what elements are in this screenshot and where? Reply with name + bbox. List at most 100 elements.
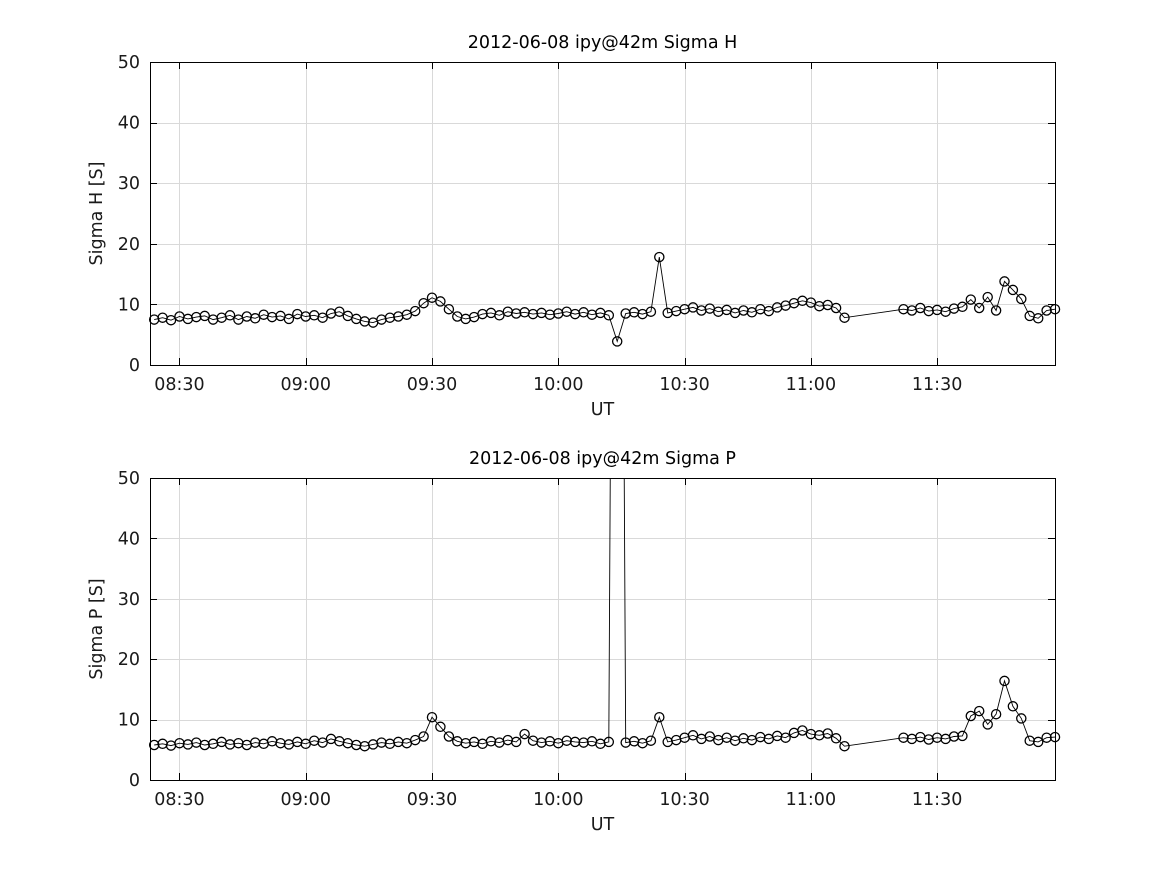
data-marker xyxy=(561,735,572,746)
data-marker xyxy=(435,721,446,733)
data-marker xyxy=(519,728,530,740)
x-tick-label: 10:30 xyxy=(659,375,709,395)
x-tick-label: 11:00 xyxy=(786,375,836,395)
data-marker xyxy=(578,737,589,748)
data-marker xyxy=(990,708,1002,720)
chart-sigma-p: 0 10 20 30 40 50 08:30 09:00 09:30 10:00 10:30 11:0… xyxy=(87,449,1061,835)
x-axis-label: UT xyxy=(591,815,615,835)
chart-sigma-h: 0 10 20 30 40 50 08:30 09:00 09:30 10:00 10:30 11:0… xyxy=(87,33,1061,420)
data-marker xyxy=(898,732,909,743)
y-tick-label: 0 xyxy=(129,356,140,376)
y-axis-label: Sigma P [S] xyxy=(87,578,107,679)
data-marker xyxy=(620,737,631,748)
data-marker xyxy=(763,305,775,317)
data-marker xyxy=(191,311,202,323)
y-tick-label: 0 xyxy=(129,771,140,791)
data-series xyxy=(148,478,1061,752)
x-tick-label: 11:00 xyxy=(786,790,836,810)
series-line xyxy=(154,478,1056,747)
data-marker xyxy=(1041,305,1052,316)
data-marker xyxy=(814,300,825,312)
data-marker xyxy=(990,305,1002,316)
data-marker xyxy=(426,711,438,723)
data-marker xyxy=(957,301,968,313)
data-marker xyxy=(174,737,185,749)
data-marker xyxy=(443,303,455,315)
data-series xyxy=(148,251,1061,347)
y-tick-label: 50 xyxy=(118,469,140,489)
data-marker xyxy=(982,291,993,303)
data-marker xyxy=(426,292,438,303)
data-marker xyxy=(645,306,657,317)
data-marker xyxy=(957,730,968,742)
data-marker xyxy=(839,312,850,323)
x-tick-label: 09:30 xyxy=(407,375,457,395)
data-marker xyxy=(923,305,934,317)
data-marker xyxy=(1016,293,1027,305)
data-marker xyxy=(443,731,455,742)
data-marker xyxy=(418,297,429,309)
y-tick-label: 40 xyxy=(118,114,140,134)
x-tick-label: 09:30 xyxy=(407,790,457,810)
y-tick-label: 20 xyxy=(118,235,140,255)
data-marker xyxy=(165,314,177,326)
data-marker xyxy=(797,725,808,736)
grid xyxy=(150,62,1055,365)
data-marker xyxy=(199,310,210,322)
y-tick-label: 10 xyxy=(118,711,140,731)
data-marker xyxy=(485,736,497,747)
data-marker xyxy=(1007,284,1019,296)
data-marker xyxy=(569,736,581,748)
data-marker xyxy=(351,739,362,751)
data-marker xyxy=(898,303,909,315)
tick-marks xyxy=(150,62,1055,366)
data-marker xyxy=(611,336,623,347)
data-marker xyxy=(999,276,1010,287)
data-marker xyxy=(199,739,210,751)
data-marker xyxy=(266,311,278,323)
data-marker xyxy=(1041,732,1052,743)
data-marker xyxy=(536,737,547,748)
x-tick-label: 10:00 xyxy=(533,790,583,810)
data-marker xyxy=(780,732,791,743)
data-marker xyxy=(275,737,286,749)
data-marker xyxy=(510,736,522,748)
data-marker xyxy=(435,296,446,307)
data-marker xyxy=(1007,701,1019,712)
data-marker xyxy=(418,731,429,742)
data-marker xyxy=(544,309,556,320)
data-marker xyxy=(965,294,977,305)
series-line xyxy=(154,257,1056,343)
data-marker xyxy=(654,251,665,263)
tick-marks xyxy=(150,478,1055,781)
data-marker xyxy=(982,719,993,730)
y-tick-label: 30 xyxy=(118,590,140,610)
chart-title: 2012-06-08 ipy@42m Sigma H xyxy=(468,33,738,53)
data-marker xyxy=(973,302,985,314)
data-marker xyxy=(603,736,615,748)
y-tick-label: 30 xyxy=(118,174,140,194)
data-marker xyxy=(948,731,960,742)
data-marker xyxy=(805,728,817,740)
x-tick-label: 11:30 xyxy=(912,790,962,810)
data-marker xyxy=(317,737,328,748)
y-tick-label: 20 xyxy=(118,650,140,670)
data-marker xyxy=(822,728,833,739)
data-marker xyxy=(510,308,522,319)
data-marker xyxy=(409,305,421,317)
x-tick-label: 10:00 xyxy=(533,375,583,395)
data-marker xyxy=(460,737,471,749)
data-marker xyxy=(973,705,985,717)
y-tick-label: 40 xyxy=(118,529,140,549)
data-marker xyxy=(1016,713,1027,724)
data-marker xyxy=(224,739,236,750)
data-marker xyxy=(965,710,977,722)
data-marker xyxy=(839,740,850,752)
x-tick-label: 08:30 xyxy=(154,790,204,810)
y-tick-label: 50 xyxy=(118,53,140,73)
x-tick-label: 11:30 xyxy=(912,375,962,395)
data-marker xyxy=(830,733,842,744)
data-marker xyxy=(148,739,160,751)
data-marker xyxy=(334,306,345,317)
